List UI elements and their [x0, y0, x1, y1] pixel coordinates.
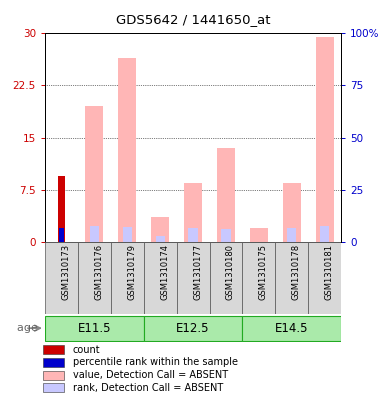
Text: GSM1310174: GSM1310174 — [160, 244, 169, 300]
Bar — [122, 227, 132, 242]
Bar — [90, 226, 99, 242]
Text: GSM1310179: GSM1310179 — [127, 244, 136, 300]
Text: GSM1310173: GSM1310173 — [61, 244, 70, 300]
Text: rank, Detection Call = ABSENT: rank, Detection Call = ABSENT — [73, 383, 223, 393]
Bar — [320, 226, 330, 242]
Bar — [156, 237, 165, 242]
Bar — [151, 217, 169, 242]
Bar — [43, 383, 64, 393]
Text: GSM1310177: GSM1310177 — [193, 244, 202, 300]
Text: GSM1310180: GSM1310180 — [226, 244, 235, 300]
Bar — [144, 316, 243, 340]
Bar — [243, 316, 341, 340]
Bar — [243, 242, 275, 314]
Bar — [58, 176, 65, 242]
Bar — [188, 228, 198, 242]
Bar — [177, 242, 209, 314]
Text: GSM1310181: GSM1310181 — [325, 244, 334, 300]
Bar — [43, 371, 64, 380]
Bar — [283, 183, 301, 242]
Bar — [316, 37, 334, 242]
Bar — [250, 228, 268, 242]
Bar — [287, 228, 296, 242]
Bar — [45, 242, 78, 314]
Text: percentile rank within the sample: percentile rank within the sample — [73, 357, 238, 367]
Bar — [59, 228, 64, 242]
Bar — [209, 242, 243, 314]
Text: value, Detection Call = ABSENT: value, Detection Call = ABSENT — [73, 370, 228, 380]
Text: GSM1310175: GSM1310175 — [259, 244, 268, 300]
Bar — [43, 358, 64, 367]
Bar — [222, 229, 230, 242]
Bar — [275, 242, 308, 314]
Text: age: age — [17, 323, 41, 333]
Text: GSM1310178: GSM1310178 — [292, 244, 301, 300]
Bar — [184, 183, 202, 242]
Bar — [45, 316, 144, 340]
Bar — [118, 58, 136, 242]
Text: GDS5642 / 1441650_at: GDS5642 / 1441650_at — [116, 13, 270, 26]
Text: count: count — [73, 345, 101, 354]
Text: GSM1310176: GSM1310176 — [94, 244, 103, 300]
Bar — [308, 242, 341, 314]
Bar — [144, 242, 177, 314]
Text: E14.5: E14.5 — [275, 321, 308, 335]
Bar — [111, 242, 144, 314]
Text: E12.5: E12.5 — [176, 321, 210, 335]
Bar — [85, 106, 103, 242]
Bar — [217, 148, 235, 242]
Text: E11.5: E11.5 — [78, 321, 111, 335]
Bar — [78, 242, 111, 314]
Bar — [43, 345, 64, 354]
